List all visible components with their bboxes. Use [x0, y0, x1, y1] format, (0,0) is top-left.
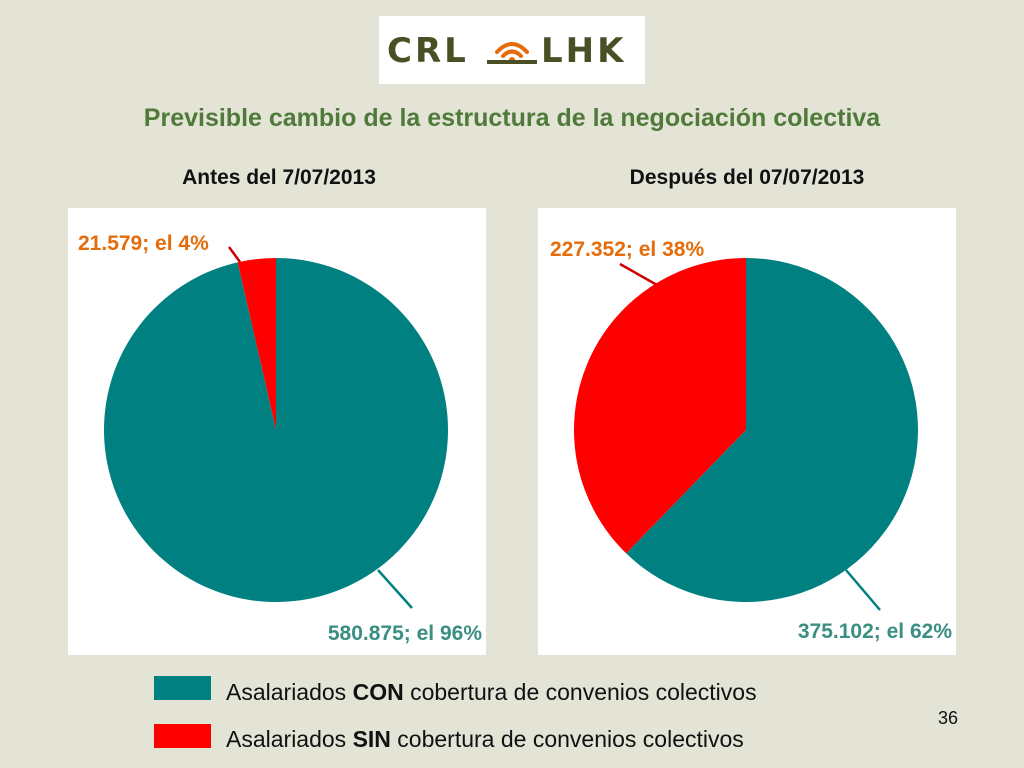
- pie-slice-sin: [237, 258, 276, 430]
- legend-label-con: Asalariados CON cobertura de convenios c…: [226, 679, 757, 705]
- leader-line-con: [845, 569, 881, 611]
- leader-line-sin: [619, 262, 658, 287]
- legend-swatch-con: [154, 676, 211, 700]
- pie-slice-con: [626, 258, 918, 602]
- data-label-con: 375.102; el 62%: [798, 620, 952, 643]
- pie-slice-sin: [574, 258, 746, 554]
- legend-swatch-sin: [154, 724, 211, 748]
- chart-title-before: Antes del 7/07/2013: [182, 166, 376, 189]
- page-number: 36: [938, 708, 959, 728]
- data-label-sin: 21.579; el 4%: [78, 232, 209, 255]
- leader-line-sin: [227, 246, 242, 263]
- chart-title-after: Después del 07/07/2013: [629, 166, 865, 189]
- crl-lhk-logo: CRL LHK: [379, 16, 645, 84]
- slide-title: Previsible cambio de la estructura de la…: [143, 104, 881, 132]
- svg-text:CRL: CRL: [387, 31, 469, 71]
- wifi-signal-icon: [495, 42, 529, 58]
- data-label-sin: 227.352; el 38%: [550, 238, 704, 261]
- pie-chart-before: 21.579; el 4% 580.875; el 96%: [68, 208, 486, 655]
- pie-slice-con: [104, 258, 448, 602]
- data-label-con: 580.875; el 96%: [328, 622, 482, 645]
- leader-line-con: [377, 569, 413, 609]
- pie-chart-after: 227.352; el 38% 375.102; el 62%: [538, 208, 956, 655]
- svg-text:LHK: LHK: [541, 31, 626, 71]
- legend-label-sin: Asalariados SIN cobertura de convenios c…: [226, 726, 744, 752]
